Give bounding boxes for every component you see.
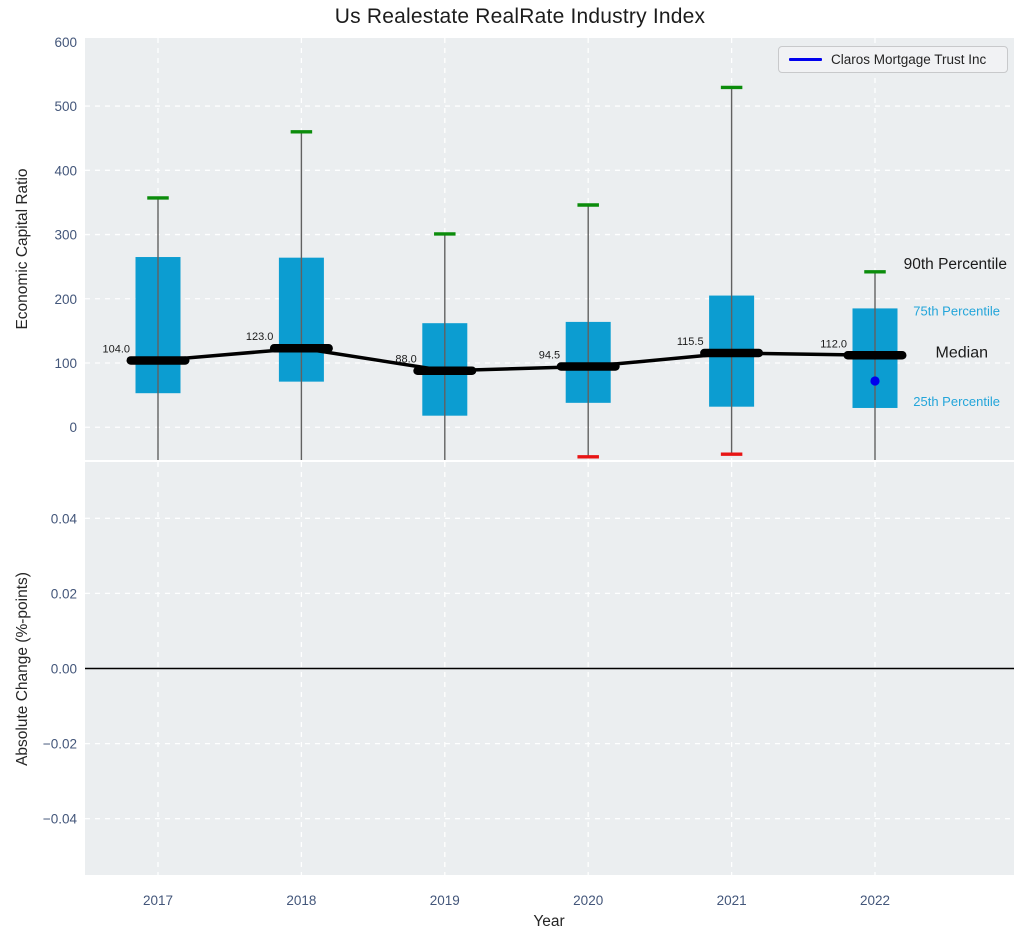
median-value-label-2019: 88.0 [395,354,416,366]
x-tick-label-2017: 2017 [143,893,173,908]
median-bar-2021 [700,348,764,358]
chart-title: Us Realestate RealRate Industry Index [334,5,706,28]
bottom-y-tick-label: 0.00 [51,662,77,677]
top-y-axis-label: Economic Capital Ratio [14,168,31,329]
annotation-median: Median [936,345,988,362]
x-axis-label: Year [533,913,564,930]
median-value-label-2020: 94.5 [539,350,560,362]
median-value-label-2021: 115.5 [677,336,704,348]
median-bar-2018 [269,343,333,353]
median-value-label-2022: 112.0 [820,338,847,350]
top-y-tick-label: 600 [54,35,77,50]
bottom-y-tick-label: 0.02 [51,586,77,601]
x-tick-label-2020: 2020 [573,893,603,908]
bottom-y-tick-label: −0.04 [43,812,78,827]
top-y-tick-label: 300 [54,228,77,243]
median-bar-2020 [556,362,620,371]
legend: Claros Mortgage Trust Inc [778,46,1008,73]
bottom-y-tick-label: 0.04 [51,511,78,526]
bottom-y-tick-label: −0.02 [43,737,77,752]
median-value-label-2018: 123.0 [246,331,274,343]
bottom-y-axis-label: Absolute Change (%-points) [14,572,31,766]
x-tick-label-2022: 2022 [860,893,890,908]
top-y-tick-label: 0 [69,420,77,435]
median-value-label-2017: 104.0 [102,343,130,355]
top-y-tick-label: 200 [54,292,77,307]
top-y-tick-label: 100 [54,356,77,371]
annotation-90th-percentile: 90th Percentile [904,256,1007,273]
median-bar-2022 [843,351,907,360]
top-y-tick-label: 500 [54,99,77,114]
x-tick-label-2019: 2019 [430,893,460,908]
median-bar-2019 [413,366,477,375]
top-y-tick-label: 400 [54,163,77,178]
legend-label: Claros Mortgage Trust Inc [831,52,987,67]
x-tick-label-2021: 2021 [717,893,747,908]
company-point-2022 [870,376,880,386]
annotation-25th-percentile: 25th Percentile [913,394,1000,409]
median-bar-2017 [126,356,190,365]
annotation-75th-percentile: 75th Percentile [913,303,1000,318]
legend-line-swatch [789,58,822,61]
x-tick-label-2018: 2018 [286,893,316,908]
